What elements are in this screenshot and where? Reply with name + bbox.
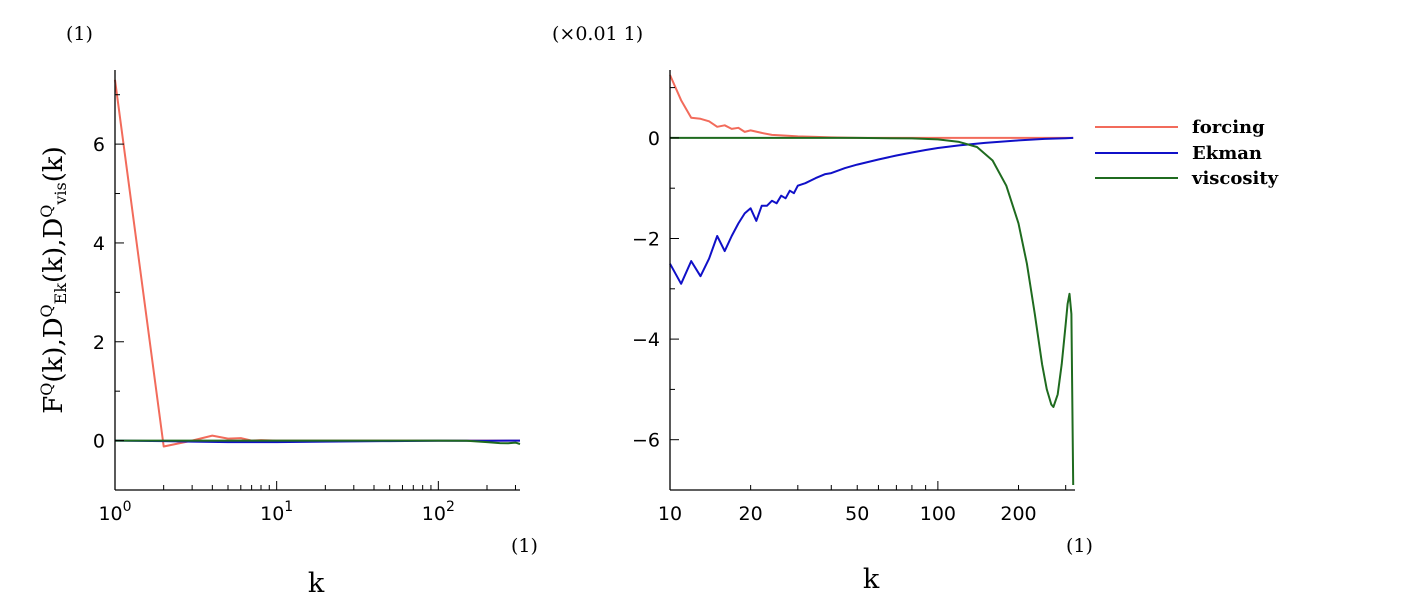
legend-label-ekman: Ekman	[1192, 143, 1262, 164]
left-xtick-label: 101	[260, 499, 293, 525]
right-plot-area	[669, 74, 1075, 486]
legend: forcing Ekman viscosity	[1095, 117, 1279, 189]
left-x-label: k	[308, 568, 325, 599]
left-ytick-label: 0	[93, 431, 105, 453]
right-ytick-label: −4	[632, 329, 660, 351]
left-y-unit: (1)	[66, 23, 93, 45]
right-x-label: k	[863, 564, 880, 595]
right-ytick-label: −2	[632, 229, 660, 251]
left-ticks: 0 2 4 6 100 101 102	[93, 94, 516, 525]
left-xtick-label: 102	[422, 499, 455, 525]
right-y-unit: (×0.01 1)	[552, 23, 643, 45]
right-ytick-label: 0	[648, 128, 660, 150]
svg-text:FQ(k),DQEk(k),DQvis(k): FQ(k),DQEk(k),DQvis(k)	[37, 146, 70, 414]
right-xtick-label: 100	[920, 503, 956, 525]
left-plot-area	[114, 79, 521, 448]
right-xtick-label: 10	[658, 503, 682, 525]
right-panel: (×0.01 1) 0 −2 −4 −6 10 20 50 100 200 (1) k	[552, 23, 1093, 595]
left-series-forcing	[114, 79, 520, 448]
legend-label-forcing: forcing	[1192, 117, 1265, 138]
left-series-viscosity	[115, 439, 521, 445]
right-ytick-label: −6	[632, 430, 660, 452]
right-ticks: 0 −2 −4 −6 10 20 50 100 200	[632, 87, 1067, 525]
right-xtick-label: 50	[845, 503, 869, 525]
right-xtick-label: 20	[739, 503, 763, 525]
left-ytick-label: 6	[93, 134, 105, 156]
left-xtick-label: 100	[98, 499, 131, 525]
left-x-unit: (1)	[511, 535, 538, 557]
right-xtick-label: 200	[1000, 503, 1036, 525]
right-series-forcing	[669, 74, 1074, 139]
left-ytick-label: 4	[93, 233, 105, 255]
left-y-label: FQ(k),DQEk(k),DQvis(k)	[37, 146, 70, 414]
right-series-viscosity	[670, 136, 1075, 486]
left-panel: (1) 0 2 4 6 100 101 102 (1) k FQ(k),DQEk(k),DQ…	[37, 23, 538, 599]
left-ytick-label: 2	[93, 332, 105, 354]
right-x-unit: (1)	[1066, 535, 1093, 557]
legend-label-viscosity: viscosity	[1191, 168, 1279, 189]
right-series-ekman	[669, 136, 1074, 285]
